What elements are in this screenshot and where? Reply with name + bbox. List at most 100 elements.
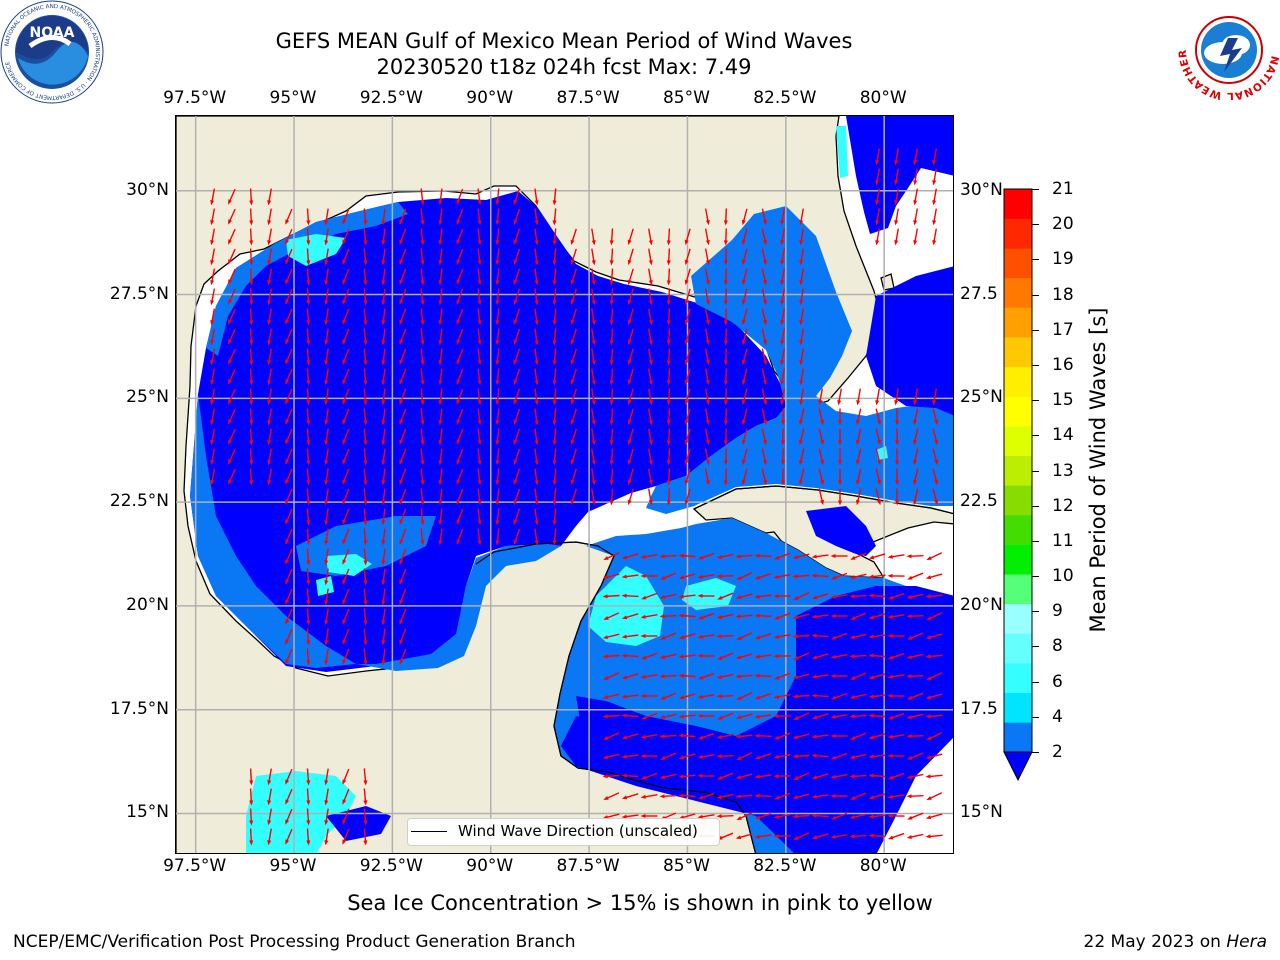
wave-vector-head <box>399 539 404 545</box>
colorbar-tick-mark <box>1032 752 1039 753</box>
wave-vector-head <box>534 500 539 506</box>
wave-vector-head <box>850 795 856 800</box>
wave-vector-head <box>705 300 710 306</box>
pacific-cyan-region <box>246 771 356 853</box>
wave-vector-head <box>678 733 684 738</box>
wave-vector-head <box>477 260 482 266</box>
wave-vector-head <box>456 219 461 225</box>
colorbar-tick-mark <box>1032 224 1039 226</box>
lat-tick-label: 17.5 <box>960 698 998 719</box>
wave-vector-head <box>249 220 254 226</box>
wave-vector-head <box>849 635 856 639</box>
colorbar-tick-mark <box>1032 576 1039 578</box>
colorbar-tick-label: 12 <box>1052 495 1074 516</box>
colorbar-tick-label: 14 <box>1052 425 1074 446</box>
wave-vector-head <box>648 280 653 286</box>
wave-vector-head <box>381 600 386 606</box>
southwest-caribbean-low-region <box>806 506 876 556</box>
wave-vector-head <box>513 399 518 405</box>
wave-vector-head <box>267 780 272 786</box>
wave-vector-head <box>811 693 817 698</box>
wave-vector-head <box>570 419 575 425</box>
footer-branch: NCEP/EMC/Verification Post Processing Pr… <box>13 932 576 952</box>
wave-vector-head <box>324 440 329 446</box>
wave-vector-head <box>763 480 767 486</box>
wave-vector-head <box>640 574 646 578</box>
wave-vector-head <box>285 359 290 365</box>
wave-vector-head <box>697 694 703 699</box>
wave-vector-head <box>285 559 290 565</box>
wave-vector-head <box>267 840 272 846</box>
wave-vector-head <box>811 573 817 578</box>
wave-vector-head <box>925 774 931 779</box>
wave-vector-head <box>705 220 710 226</box>
colorbar-tick-label: 15 <box>1052 390 1074 411</box>
wave-vector-head <box>780 360 785 366</box>
wave-vector-head <box>830 794 836 798</box>
wave-vector-head <box>210 420 215 426</box>
wave-vector-head <box>228 399 232 405</box>
wave-vector-head <box>552 500 557 506</box>
wave-vector-head <box>570 319 575 325</box>
wave-vector-head <box>381 360 386 366</box>
lon-tick-label: 95°W <box>269 88 317 108</box>
wave-vector-head <box>381 660 386 666</box>
wave-vector-head <box>324 540 329 546</box>
wave-vector-head <box>381 220 386 226</box>
wave-vector-head <box>363 320 368 326</box>
wave-vector-head <box>570 399 575 405</box>
wave-vector-head <box>477 420 482 426</box>
wave-vector-head <box>210 360 215 366</box>
wave-vector-head <box>648 480 653 486</box>
wave-vector-head <box>705 380 710 386</box>
wave-vector-head <box>342 779 347 785</box>
wave-vector-head <box>381 340 386 346</box>
wave-vector-head <box>381 580 386 586</box>
wave-vector-head <box>773 694 779 699</box>
wave-vector-head <box>591 500 596 506</box>
wave-vector-head <box>324 260 329 266</box>
wave-vector-head <box>420 380 425 386</box>
wave-vector-head <box>792 754 798 759</box>
wave-vector-head <box>811 753 817 758</box>
wave-vector-head <box>932 180 937 186</box>
wave-vector-head <box>627 359 632 366</box>
wave-vector-head <box>591 340 596 346</box>
western-gulf-edge-region <box>190 394 356 668</box>
wave-vector-head <box>723 400 728 406</box>
wave-vector-head <box>285 399 290 405</box>
colorbar-extend-triangle <box>1003 751 1033 782</box>
wave-vector-head <box>932 160 937 166</box>
wave-vector-head <box>363 620 368 626</box>
wave-vector-head <box>513 199 518 205</box>
wave-vector-head <box>342 239 347 245</box>
wave-vector-head <box>306 800 311 806</box>
wave-vector-head <box>342 299 347 305</box>
wave-vector-head <box>648 400 653 406</box>
wave-vector-head <box>342 619 347 625</box>
wave-vector-head <box>324 300 329 306</box>
wave-vector-head <box>591 440 596 446</box>
wave-vector-head <box>285 239 290 245</box>
map-area[interactable] <box>175 115 954 854</box>
wave-vector-head <box>609 380 614 386</box>
wave-vector-head <box>793 716 799 720</box>
wave-vector-head <box>678 673 684 678</box>
wave-vector-head <box>267 220 272 226</box>
wave-vector-head <box>887 674 893 679</box>
wave-vector-head <box>741 319 746 326</box>
wave-vector-head <box>495 500 500 506</box>
wave-vector-head <box>621 615 628 620</box>
wave-vector-head <box>934 459 939 466</box>
wave-vector-head <box>934 479 939 486</box>
wave-vector-head <box>887 573 893 578</box>
wave-vector-head <box>754 793 760 798</box>
wave-vector-head <box>894 160 899 166</box>
wave-vector-head <box>342 399 347 405</box>
wave-vector-head <box>780 460 785 466</box>
wave-vector-head <box>831 575 837 580</box>
wave-vector-head <box>399 299 404 305</box>
wave-vector-head <box>849 755 856 759</box>
wave-vector-head <box>381 540 386 546</box>
wave-vector-head <box>780 480 785 486</box>
